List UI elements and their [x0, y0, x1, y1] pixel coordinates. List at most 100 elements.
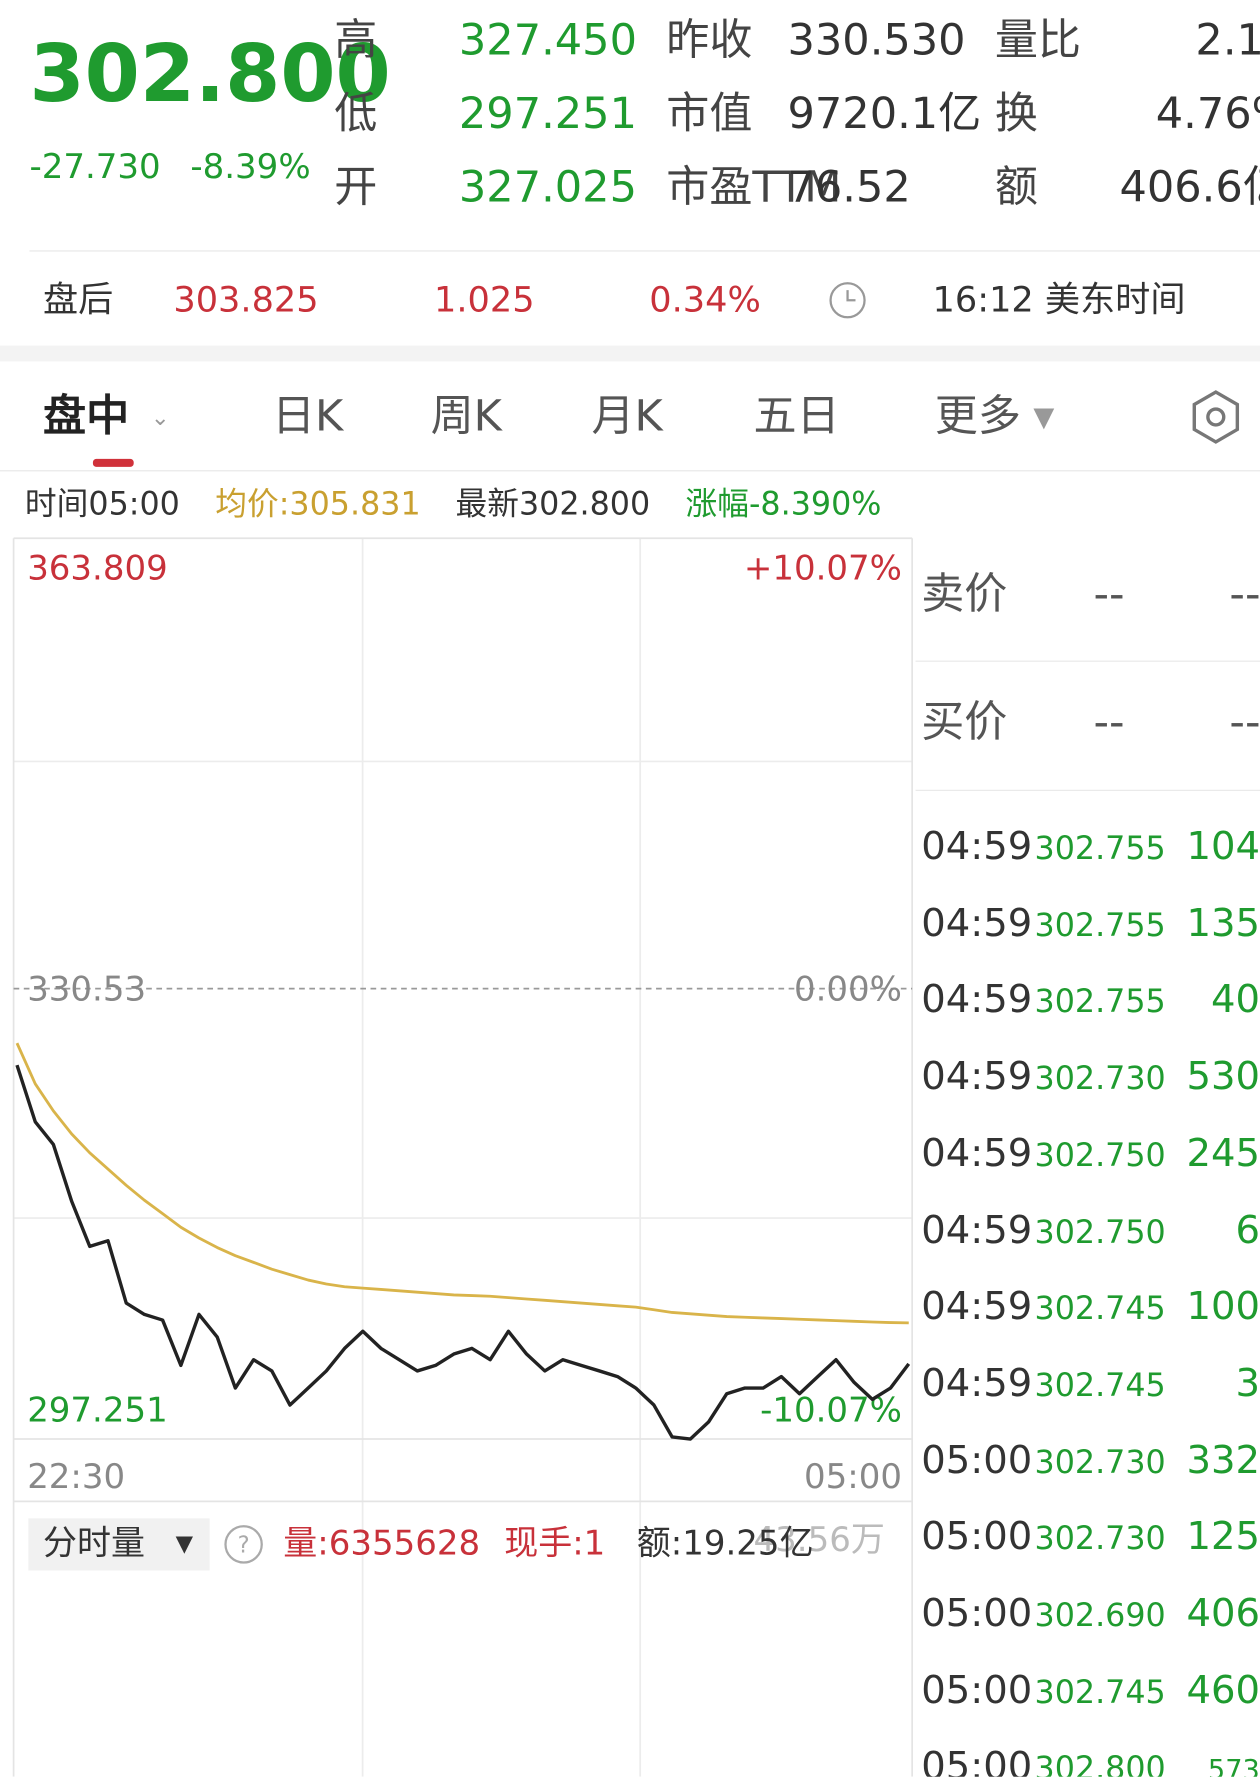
tab[interactable]: 月K — [591, 390, 663, 441]
trade-price: 302.750 — [1034, 1212, 1166, 1251]
trade-volume: 100 — [1186, 1284, 1260, 1330]
after-hours-price: 303.825 — [173, 279, 319, 321]
trade-time: 04:59 — [921, 1284, 1033, 1330]
average-line — [15, 1042, 909, 1325]
info-change: 涨幅-8.390% — [685, 484, 882, 523]
change: -27.730 — [29, 147, 161, 187]
more-arrow: ▼ — [1033, 401, 1055, 433]
trade-time: 04:59 — [921, 1053, 1033, 1100]
stat-label: 量比 — [994, 14, 1081, 65]
trade-volume: 6 — [1235, 1207, 1260, 1253]
tab[interactable]: 盘中 — [43, 390, 130, 441]
divider — [915, 660, 1260, 662]
stat-label: 市盈TTM — [666, 162, 842, 212]
trade-price: 302.755 — [1034, 982, 1166, 1021]
tab[interactable]: 日K — [271, 390, 344, 441]
y-tick-label: 330.53 — [27, 969, 146, 1009]
y2-tick-label: -10.07% — [760, 1390, 902, 1430]
trade-volume: 332 — [1186, 1437, 1260, 1483]
tab[interactable]: 五日 — [753, 390, 840, 441]
stat-label: 低 — [334, 88, 378, 139]
trade-price: 302.755 — [1034, 906, 1166, 944]
y-tick-label: 297.251 — [27, 1390, 168, 1430]
trade-price: 302.745 — [1034, 1289, 1166, 1328]
trade-time: 05:00 — [921, 1590, 1033, 1637]
hand: 现手:1 — [504, 1524, 606, 1564]
trade-volume: 104 — [1186, 823, 1260, 870]
amount: 额:19.25亿 — [636, 1524, 814, 1564]
after-hours-change: 1.025 — [433, 279, 535, 321]
stat-label: 高 — [334, 14, 378, 65]
y2-tick-label: 0.00% — [794, 969, 902, 1009]
trade-price: 302.730 — [1034, 1059, 1166, 1097]
trade-price: 302.745 — [1034, 1366, 1166, 1404]
stat-value: 327.450 — [458, 14, 637, 65]
bid-volume: -- — [1229, 696, 1260, 747]
divider — [0, 470, 1260, 472]
trade-price: 302.800 — [1034, 1749, 1166, 1777]
stat-value: 76.52 — [787, 162, 911, 212]
trade-price: 302.690 — [1034, 1596, 1166, 1634]
trade-time: 04:59 — [921, 977, 1033, 1023]
tab[interactable]: 周K — [430, 390, 502, 441]
tab[interactable]: 更多 — [934, 390, 1021, 441]
after-hours-time: 16:12 美东时间 — [932, 279, 1186, 321]
trade-volume: 3 — [1235, 1360, 1260, 1407]
stat-label: 昨收 — [666, 14, 753, 65]
trade-time: 04:59 — [921, 900, 1033, 946]
bid-label: 买价 — [921, 696, 1008, 747]
volume-extra: 43.56万 — [753, 1520, 885, 1561]
ask-label: 卖价 — [921, 568, 1008, 619]
y-tick-label: 363.809 — [27, 548, 168, 588]
trade-volume: 530 — [1186, 1053, 1260, 1100]
trade-time: 05:00 — [921, 1744, 1033, 1777]
settings-icon[interactable] — [1184, 385, 1247, 448]
stat-value: 406.6亿 — [1119, 162, 1260, 212]
stat-label: 换 — [994, 88, 1038, 139]
tab-indicator — [92, 458, 134, 467]
volume-selector[interactable]: 分时量 — [43, 1524, 146, 1564]
stat-label: 额 — [994, 162, 1038, 212]
info-time: 时间05:00 — [24, 484, 180, 523]
trade-price: 302.750 — [1034, 1136, 1166, 1174]
stat-label: 开 — [334, 162, 378, 212]
stat-value: 2.1 — [1195, 14, 1260, 65]
stat-label: 市值 — [666, 88, 753, 139]
price: 302.800 — [29, 27, 391, 121]
after-hours-label: 盘后 — [43, 279, 114, 321]
price-line — [15, 1064, 911, 1441]
stat-value: 327.025 — [458, 162, 637, 212]
y2-tick-label: +10.07% — [744, 548, 902, 588]
trade-price: 302.730 — [1034, 1443, 1166, 1481]
selector-box[interactable] — [28, 1518, 210, 1571]
trade-volume: 40 — [1210, 977, 1260, 1023]
after-hours-pct: 0.34% — [649, 279, 761, 321]
trade-time: 05:00 — [921, 1437, 1033, 1483]
trade-volume: 245 — [1186, 1130, 1260, 1176]
change-pct: -8.39% — [190, 147, 311, 187]
clock-icon — [829, 282, 866, 319]
trade-time: 05:00 — [921, 1514, 1033, 1560]
trade-time: 04:59 — [921, 1360, 1033, 1407]
help-icon[interactable]: ? — [222, 1523, 267, 1568]
trade-price: 302.755 — [1034, 829, 1166, 867]
trade-volume: 460 — [1186, 1667, 1260, 1713]
divider — [915, 789, 1260, 791]
ask-price: -- — [1093, 568, 1125, 619]
stat-value: 4.76% — [1155, 88, 1260, 139]
svg-text:?: ? — [238, 1532, 250, 1558]
x-tick-label: 22:30 — [27, 1457, 125, 1497]
trade-time: 04:59 — [921, 823, 1033, 870]
volume: 量:6355628 — [283, 1524, 481, 1564]
trade-price: 302.745 — [1034, 1673, 1166, 1711]
x-tick-label: 05:00 — [804, 1457, 902, 1497]
trade-time: 04:59 — [921, 1130, 1033, 1176]
trade-price: 302.730 — [1034, 1519, 1166, 1558]
bid-price: -- — [1093, 696, 1125, 747]
divider — [29, 250, 1260, 252]
stat-value: 330.530 — [787, 14, 966, 65]
ask-volume: -- — [1229, 568, 1260, 619]
stat-value: 9720.1亿 — [787, 88, 982, 139]
